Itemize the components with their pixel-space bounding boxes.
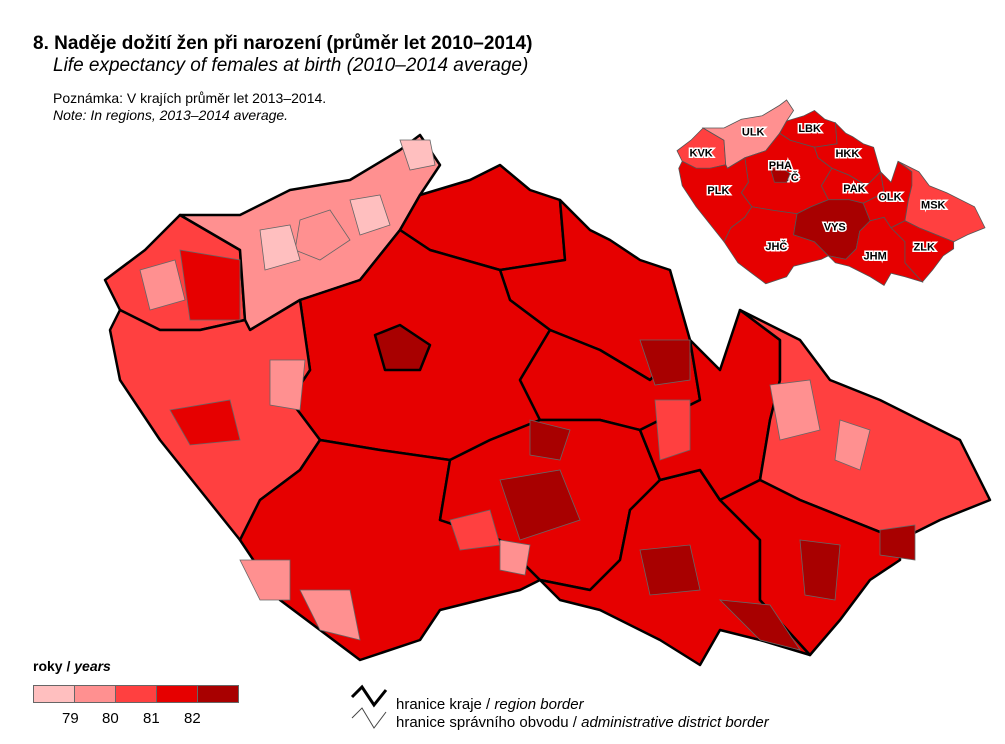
district-area	[654, 399, 691, 461]
legend-line-samples	[350, 684, 388, 729]
inset-label-jhč: JHČ	[765, 240, 787, 253]
legend-tick: 80	[102, 710, 119, 727]
inset-label-lbk: LBK	[798, 123, 821, 135]
legend-swatch-2	[75, 686, 116, 702]
district-area	[399, 139, 436, 171]
district-area	[499, 469, 581, 541]
inset-region-zlk	[890, 220, 955, 283]
inset-label-vys: VYS	[824, 221, 846, 233]
map-title: 8. Naděje dožití žen při narození (průmě…	[33, 33, 533, 54]
inset-label-ulk: ULK	[742, 127, 765, 139]
legend-swatch-4	[157, 686, 198, 702]
legend-swatch-1	[34, 686, 75, 702]
district-area	[639, 544, 701, 596]
district-area	[879, 524, 916, 561]
note-en: Note: In regions, 2013–2014 average.	[53, 107, 289, 123]
district-area	[239, 559, 291, 601]
district-area	[449, 509, 501, 551]
region-pha	[373, 323, 432, 372]
legend-tick: 81	[143, 710, 160, 727]
district-area	[499, 539, 531, 576]
inset-map: KVKULKLBKHKKSTČPLKJHČPAKVYSJHMOLKMSKZLKP…	[676, 99, 986, 287]
legend-swatch-5	[198, 686, 238, 702]
district-area	[769, 379, 821, 441]
inset-label-pak: PAK	[843, 183, 865, 195]
district-patches	[139, 139, 916, 651]
district-area	[718, 599, 801, 651]
district-area	[139, 259, 186, 311]
district-area	[299, 589, 361, 641]
inset-label-jhm: JHM	[864, 251, 887, 263]
district-border-sample	[351, 707, 387, 729]
legend-color-bar	[33, 685, 239, 703]
inset-label-kvk: KVK	[690, 148, 713, 160]
map-subtitle: Life expectancy of females at birth (201…	[53, 55, 529, 76]
legend-district-border: hranice správního obvodu / administrativ…	[396, 714, 769, 731]
legend-tick: 82	[184, 710, 201, 727]
district-area	[799, 539, 841, 601]
inset-label-olk: OLK	[878, 192, 901, 204]
district-area	[529, 419, 571, 461]
inset-label-plk: PLK	[707, 185, 729, 197]
district-area	[179, 249, 241, 321]
inset-label-msk: MSK	[921, 200, 946, 212]
note-cz: Poznámka: V krajích průměr let 2013–2014…	[53, 90, 327, 106]
legend-title: roky / years	[33, 658, 111, 674]
inset-region-pha	[770, 166, 791, 183]
district-area	[259, 224, 301, 271]
district-area	[834, 419, 871, 471]
district-area	[169, 399, 241, 446]
region-border-sample	[350, 684, 388, 708]
district-area	[639, 339, 691, 386]
legend-region-border: hranice kraje / region border	[396, 696, 584, 713]
inset-label-zlk: ZLK	[914, 242, 935, 254]
inset-label-hkk: HKK	[835, 148, 859, 160]
district-area	[269, 359, 306, 411]
inset-label-pha: PHA	[769, 160, 792, 172]
legend-swatch-3	[116, 686, 157, 702]
district-area	[349, 194, 391, 236]
legend-tick: 79	[62, 710, 79, 727]
